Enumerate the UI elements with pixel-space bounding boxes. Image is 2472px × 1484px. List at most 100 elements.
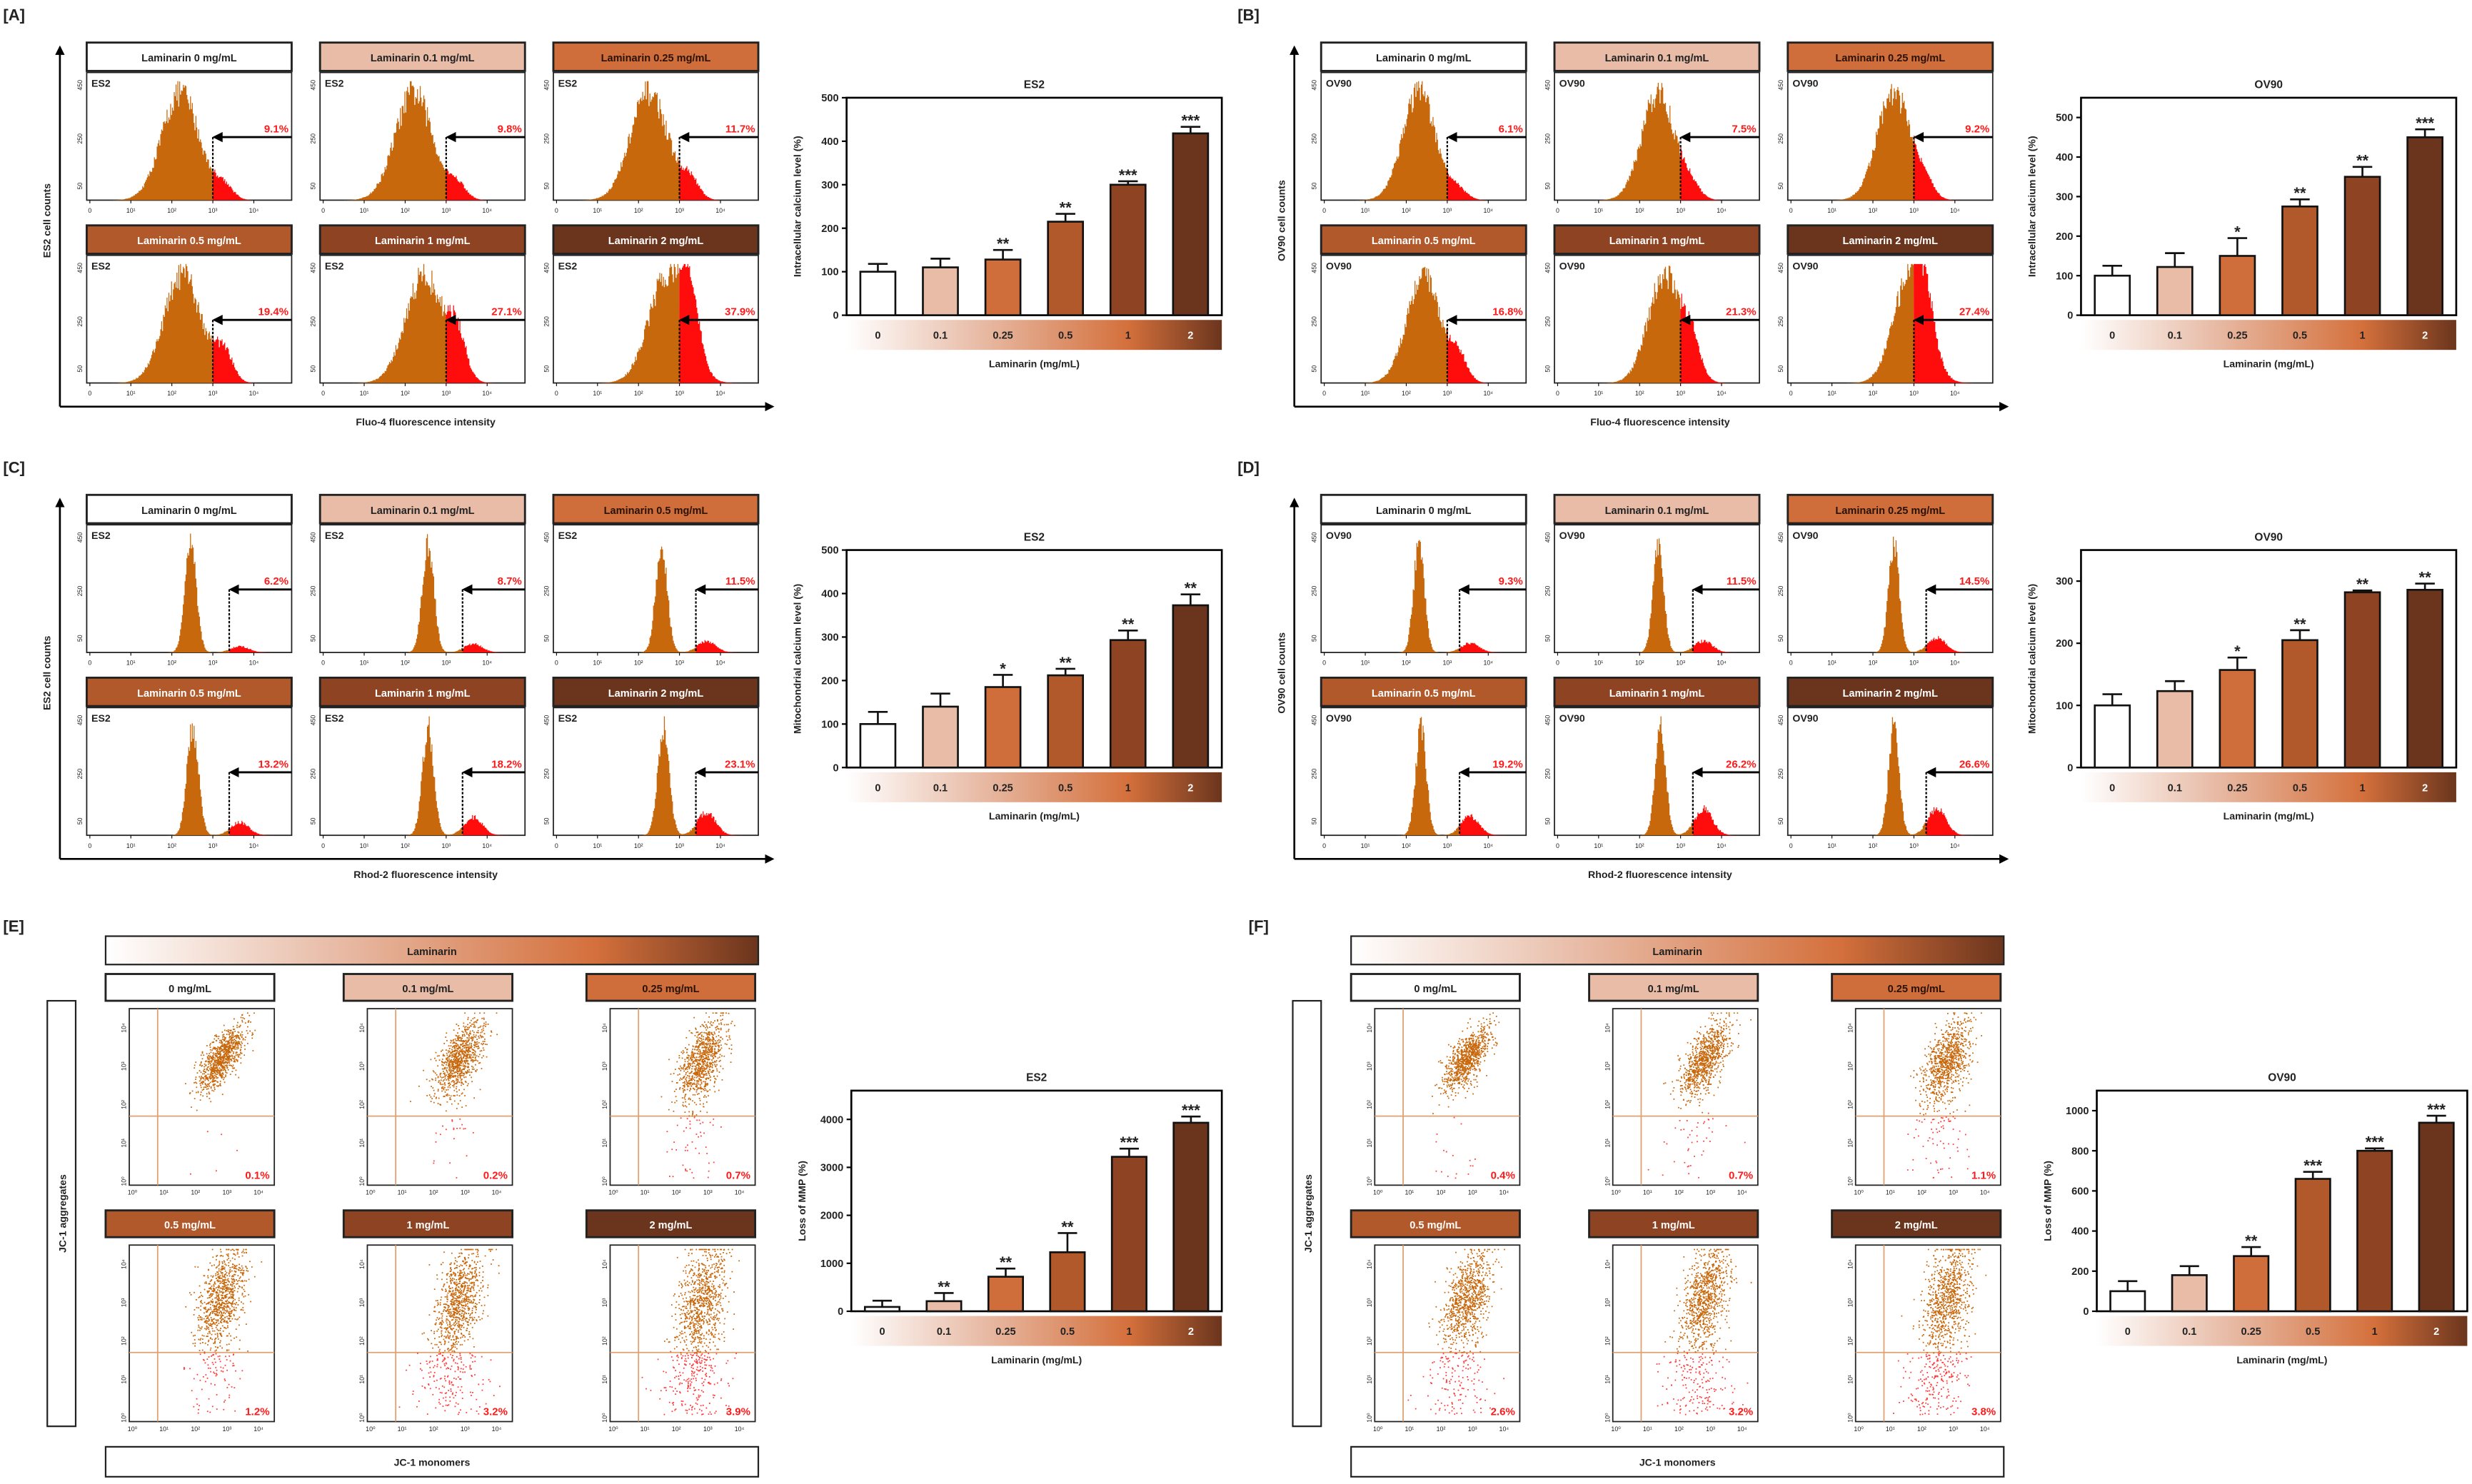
x-tick-label: 10⁴ bbox=[1950, 207, 1960, 214]
x-tick-label: 0 bbox=[555, 207, 558, 214]
y-tick-label: 10¹ bbox=[358, 1139, 366, 1148]
x-tick-label: 10¹ bbox=[1594, 207, 1603, 214]
gated-percent: 13.2% bbox=[258, 758, 289, 770]
x-tick-label: 10³ bbox=[1909, 660, 1919, 667]
histogram-subplot: Laminarin 0 mg/mL OV90 450 250 50 0 10¹ 10² 10³ 1… bbox=[1311, 493, 1527, 667]
x-tick-label: 10² bbox=[1635, 390, 1644, 397]
dose-header-label: Laminarin 0.1 mg/mL bbox=[371, 505, 475, 517]
dose-header-label: 1 mg/mL bbox=[1652, 1220, 1695, 1231]
x-tick-label: 10² bbox=[429, 1425, 438, 1433]
x-category-label: 0 bbox=[879, 1326, 885, 1338]
bar bbox=[2281, 205, 2318, 316]
plot-frame bbox=[1854, 1244, 2001, 1423]
y-tick-label: 250 bbox=[76, 133, 84, 144]
x-tick-label: 10³ bbox=[223, 1189, 232, 1196]
cell-line-label: ES2 bbox=[325, 261, 344, 272]
y-tick-label: 450 bbox=[543, 80, 550, 91]
y-tick-label: 500 bbox=[821, 545, 838, 557]
significance-stars: ** bbox=[1060, 654, 1072, 672]
x-tick-label: 10⁴ bbox=[482, 390, 492, 397]
y-tick-label: 250 bbox=[310, 586, 317, 597]
x-tick-label: 10¹ bbox=[398, 1189, 407, 1196]
dose-header bbox=[552, 493, 760, 525]
histogram-fill bbox=[98, 533, 230, 653]
gated-percent: 0.4% bbox=[1491, 1170, 1515, 1182]
histogram-subplot: Laminarin 2 mg/mL ES2 450 250 50 0 10¹ 10² 10³ 10… bbox=[543, 676, 760, 849]
bar bbox=[2219, 669, 2256, 769]
cell-line-label: ES2 bbox=[91, 530, 111, 541]
gated-percent: 23.1% bbox=[725, 758, 755, 770]
x-axis-label: Laminarin (mg/mL) bbox=[991, 1354, 1082, 1366]
y-tick-label: 10¹ bbox=[1366, 1139, 1373, 1148]
x-category-label: 0.5 bbox=[1060, 1326, 1075, 1338]
y-tick-label: 10¹ bbox=[601, 1375, 608, 1384]
gated-percent: 37.9% bbox=[725, 306, 755, 318]
histogram-gated-fill bbox=[212, 169, 288, 201]
x-tick-label: 10⁰ bbox=[1854, 1425, 1864, 1433]
x-tick-label: 10⁴ bbox=[1950, 660, 1960, 667]
histogram-fill bbox=[98, 81, 213, 201]
y-axis-label: ES2 cell counts bbox=[41, 183, 53, 258]
plot-frame bbox=[845, 549, 1223, 769]
histogram-gated-fill bbox=[446, 305, 521, 383]
laminarin-gradient-bar bbox=[1350, 935, 2005, 966]
y-tick-label: 250 bbox=[1777, 586, 1784, 597]
dose-header-label: Laminarin 0.1 mg/mL bbox=[1605, 53, 1709, 64]
bar bbox=[984, 258, 1022, 316]
x-tick-label: 0 bbox=[321, 660, 325, 667]
dose-header bbox=[585, 1209, 757, 1238]
y-tick-label: 50 bbox=[1311, 183, 1318, 190]
bar bbox=[2406, 588, 2443, 769]
x-tick-label: 10² bbox=[191, 1189, 200, 1196]
histogram-gated-fill bbox=[695, 811, 755, 836]
x-tick-label: 10¹ bbox=[593, 842, 602, 849]
y-tick-label: 50 bbox=[1777, 817, 1784, 824]
significance-stars: ** bbox=[1061, 1218, 1074, 1236]
histogram-fill bbox=[564, 716, 696, 836]
y-tick-label: 10³ bbox=[358, 1298, 366, 1307]
histogram-subplot: Laminarin 0.25 mg/mL OV90 450 250 50 0 10¹ 10² 1… bbox=[1777, 493, 1994, 667]
x-tick-label: 10³ bbox=[1949, 1425, 1958, 1433]
x-tick-label: 10⁴ bbox=[1950, 390, 1960, 397]
y-tick-label: 10² bbox=[1604, 1100, 1611, 1109]
y-tick-label: 300 bbox=[821, 632, 838, 644]
y-tick-label: 50 bbox=[1544, 635, 1551, 642]
x-tick-label: 10³ bbox=[208, 660, 218, 667]
x-tick-label: 10¹ bbox=[640, 1425, 650, 1433]
scatter-points-gated bbox=[1906, 1116, 1970, 1178]
x-tick-label: 0 bbox=[1322, 842, 1326, 849]
dose-gradient-bar bbox=[2081, 320, 2456, 350]
chart-title: OV90 bbox=[2254, 531, 2282, 543]
dose-header bbox=[552, 41, 760, 72]
significance-stars: ** bbox=[997, 235, 1010, 253]
histogram-subplot: Laminarin 0.1 mg/mL OV90 450 250 50 0 10¹ 10² 10… bbox=[1544, 493, 1761, 667]
gated-percent: 11.5% bbox=[725, 575, 755, 587]
x-tick-label: 10² bbox=[1402, 842, 1411, 849]
bar bbox=[1047, 674, 1085, 769]
x-tick-label: 0 bbox=[1789, 390, 1793, 397]
y-tick-label: 250 bbox=[76, 316, 84, 327]
bar bbox=[925, 1300, 963, 1313]
dose-header bbox=[104, 1209, 276, 1238]
dose-header bbox=[318, 41, 526, 72]
x-tick-label: 10³ bbox=[441, 207, 451, 214]
y-tick-label: 50 bbox=[76, 183, 84, 190]
histogram-fill bbox=[331, 81, 446, 201]
y-tick-label: 0 bbox=[833, 311, 838, 322]
bar bbox=[2109, 1290, 2146, 1313]
x-tick-label: 10² bbox=[1635, 207, 1644, 214]
gated-percent: 26.2% bbox=[1726, 758, 1757, 770]
y-tick-label: 500 bbox=[2056, 113, 2073, 124]
bar-chart-c: ES2 0 100 200 300 400 500 Mitochondrial calcium… bbox=[792, 531, 1223, 822]
histogram-subplot: Laminarin 2 mg/mL ES2 450 250 50 0 10¹ 10² 10³ 10… bbox=[543, 224, 760, 397]
cell-line-label: ES2 bbox=[91, 77, 111, 89]
y-tick-label: 250 bbox=[543, 133, 550, 144]
x-tick-label: 10³ bbox=[675, 207, 684, 214]
x-tick-label: 10¹ bbox=[1827, 390, 1837, 397]
x-tick-label: 10⁴ bbox=[482, 842, 492, 849]
plot-frame bbox=[1374, 1244, 1521, 1423]
